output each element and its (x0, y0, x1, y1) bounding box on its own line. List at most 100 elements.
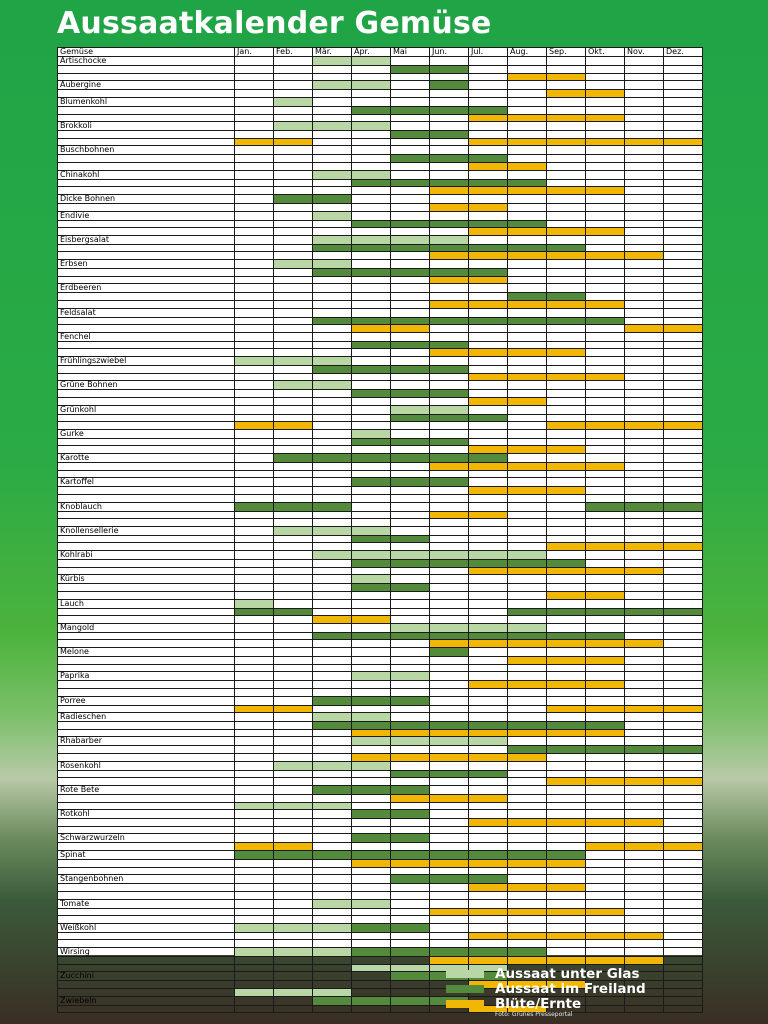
month-cell (234, 566, 274, 576)
month-cell (546, 154, 586, 163)
month-cell (234, 915, 274, 924)
month-cell (351, 316, 391, 326)
month-cell (273, 801, 313, 811)
month-cell (663, 769, 703, 779)
month-cell (234, 598, 274, 609)
legend-label: Aussaat unter Glas (495, 966, 640, 982)
month-cell (663, 275, 703, 285)
month-cell (429, 356, 469, 366)
month-cell (507, 348, 547, 357)
month-cell (624, 89, 664, 98)
month-cell (663, 268, 703, 277)
table-row (57, 801, 703, 811)
month-cell (507, 631, 547, 641)
month-cell (507, 753, 547, 762)
month-cell (663, 365, 703, 374)
month-cell (468, 396, 508, 406)
month-cell (429, 210, 469, 221)
month-cell (624, 842, 664, 851)
month-cell (429, 890, 469, 900)
month-cell (312, 275, 352, 285)
sowing-calendar-table: Gemüse Jan. Feb. Mär. Apr. Mai Jun. Jul. Aug. Se… (57, 47, 703, 1014)
header-month: Sep. (546, 47, 586, 57)
month-cell (234, 186, 274, 195)
month-cell (429, 243, 469, 253)
table-row: Tomate (57, 898, 703, 909)
month-cell (273, 859, 313, 868)
month-cell (624, 80, 664, 91)
month-cell (312, 656, 352, 665)
table-row: Rosenkohl (57, 760, 703, 771)
month-cell (429, 922, 469, 933)
month-cell (624, 404, 664, 415)
month-cell (585, 721, 625, 730)
month-cell (624, 193, 664, 204)
month-cell (546, 809, 586, 820)
month-cell (624, 760, 664, 771)
month-cell (585, 372, 625, 382)
month-cell (273, 486, 313, 495)
month-cell (663, 413, 703, 423)
month-cell (468, 721, 508, 730)
month-cell (273, 728, 313, 738)
month-cell (429, 428, 469, 439)
month-cell (507, 268, 547, 277)
month-cell (585, 365, 625, 374)
month-cell (663, 825, 703, 835)
table-row: Rotkohl (57, 809, 703, 820)
table-row: Aubergine (57, 80, 703, 91)
table-row (57, 663, 703, 673)
month-cell (273, 453, 313, 463)
month-cell (390, 453, 430, 463)
month-cell (624, 145, 664, 156)
month-cell (507, 193, 547, 204)
vegetable-name: Kohlrabi (57, 550, 235, 560)
month-cell (624, 477, 664, 488)
month-cell (468, 695, 508, 706)
month-cell (663, 380, 703, 391)
month-cell (234, 574, 274, 585)
month-cell (351, 898, 391, 909)
month-cell (546, 842, 586, 851)
month-cell (273, 883, 313, 892)
month-cell (390, 647, 430, 657)
month-cell (234, 695, 274, 706)
month-cell (468, 65, 508, 74)
month-cell (234, 793, 274, 803)
month-cell (390, 956, 430, 965)
month-cell (663, 299, 703, 309)
month-cell (468, 413, 508, 423)
month-cell (507, 396, 547, 406)
month-cell (468, 510, 508, 520)
month-cell (273, 947, 313, 957)
month-cell (546, 283, 586, 294)
month-cell (234, 907, 274, 917)
month-cell (468, 421, 508, 430)
month-cell (273, 956, 313, 965)
month-cell (273, 590, 313, 600)
month-cell (507, 525, 547, 536)
vegetable-name: Tomate (57, 898, 235, 909)
vegetable-name: Wirsing (57, 947, 235, 957)
month-cell (585, 931, 625, 941)
month-cell (663, 428, 703, 439)
table-row (57, 105, 703, 115)
month-cell (234, 421, 274, 430)
legend-swatch (446, 970, 484, 978)
month-cell (585, 259, 625, 269)
table-row (57, 154, 703, 163)
month-cell (507, 510, 547, 520)
month-cell (312, 365, 352, 374)
month-cell (663, 559, 703, 568)
month-cell (234, 162, 274, 171)
month-cell (234, 647, 274, 657)
month-cell (390, 121, 430, 132)
month-cell (312, 809, 352, 820)
month-cell (507, 283, 547, 294)
month-cell (429, 559, 469, 568)
month-cell (624, 939, 664, 948)
month-cell (663, 760, 703, 771)
month-cell (468, 331, 508, 342)
table-row (57, 639, 703, 648)
month-cell (663, 833, 703, 844)
